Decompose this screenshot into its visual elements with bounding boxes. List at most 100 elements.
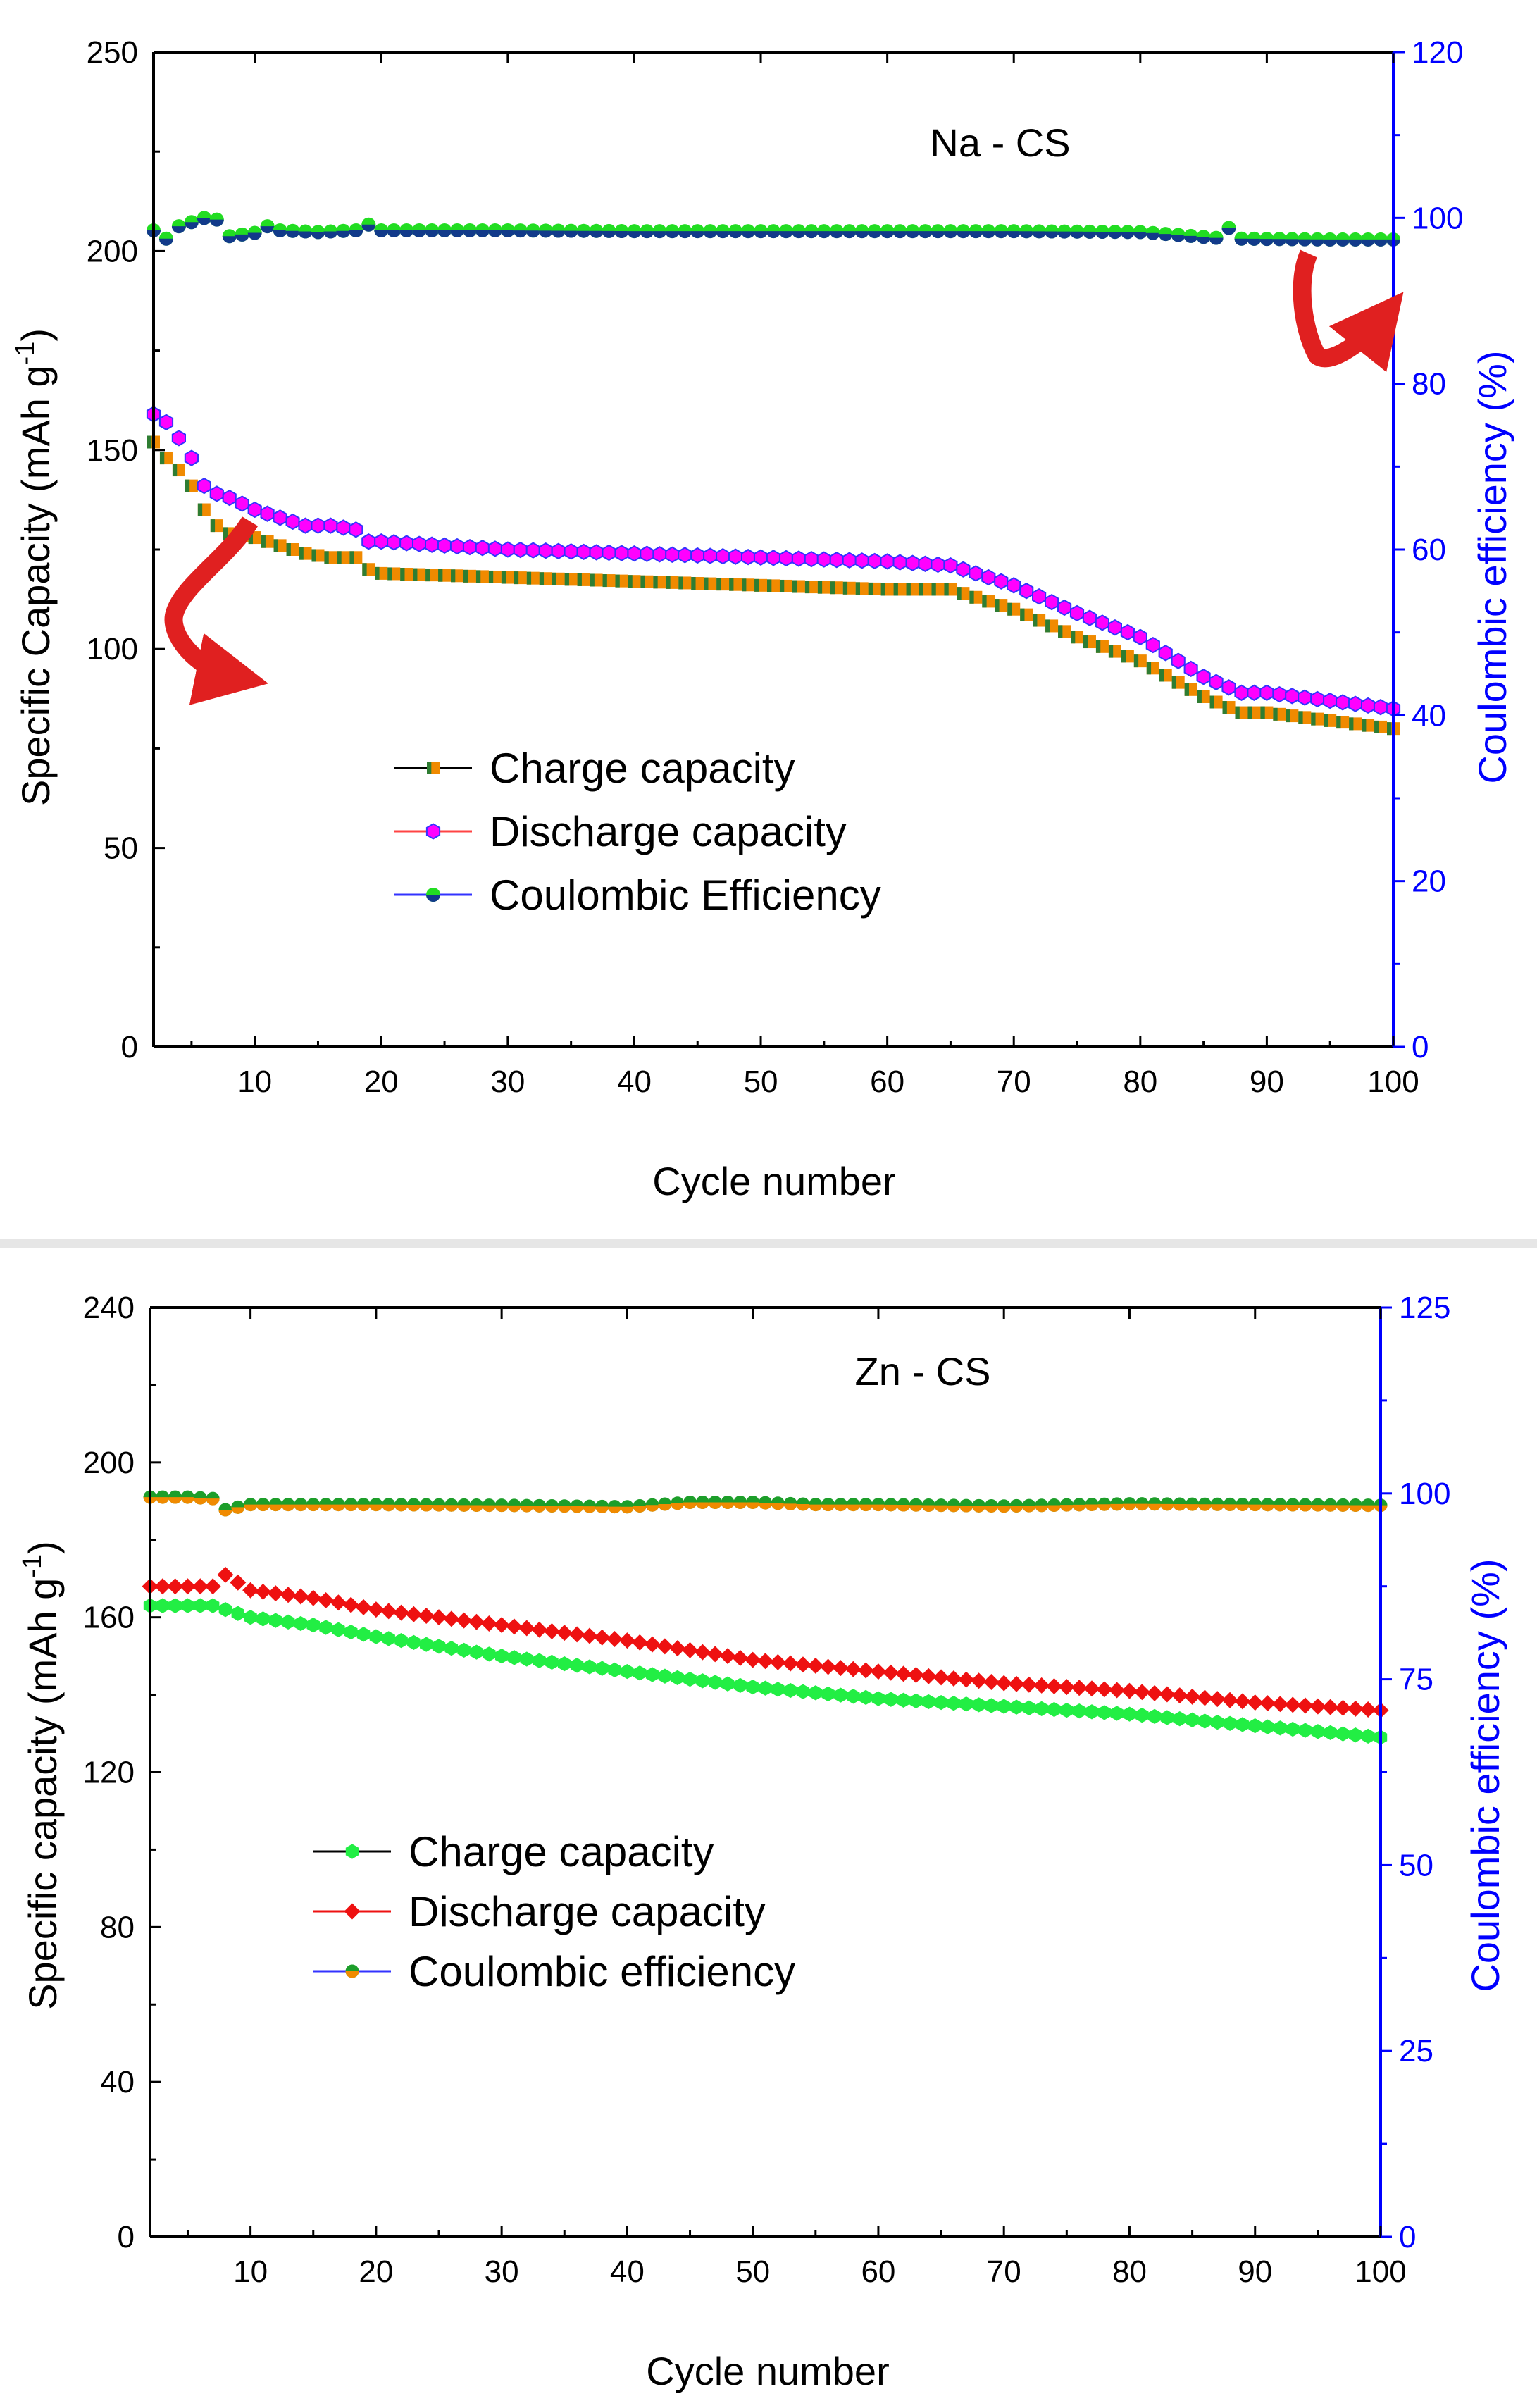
data-point-shade: [969, 590, 974, 604]
data-point: [1173, 1711, 1186, 1727]
data-point-shade: [640, 231, 654, 239]
data-point: [1110, 1706, 1124, 1721]
chart-na-cs: 10 20 30 40 50 60 70 80 90 1000501001502002500204…: [11, 35, 1514, 1203]
data-point: [820, 1658, 837, 1675]
data-point: [355, 1599, 372, 1615]
data-point: [703, 547, 718, 564]
data-point: [694, 1644, 711, 1661]
data-point-shade: [168, 1497, 182, 1504]
data-point-shade: [746, 1502, 760, 1509]
data-point-shade: [577, 573, 582, 586]
y2-tick-label: 0: [1412, 1030, 1429, 1065]
data-point: [658, 1668, 672, 1684]
data-point: [1171, 1687, 1188, 1704]
data-point-shade: [158, 238, 173, 246]
data-point-shade: [1248, 1504, 1262, 1512]
data-point: [769, 1653, 786, 1670]
data-point: [1298, 1723, 1312, 1738]
data-point: [260, 505, 275, 522]
data-point: [1336, 1726, 1350, 1742]
data-point: [983, 1673, 1000, 1690]
data-point-shade: [1273, 1504, 1287, 1512]
data-point: [558, 1656, 571, 1672]
data-point-shade: [457, 1505, 471, 1512]
data-point-shade: [1108, 645, 1114, 658]
data-point-shade: [406, 1504, 421, 1512]
data-point-shade: [450, 230, 465, 237]
data-point: [538, 542, 553, 559]
x-tick-label: 50: [744, 1065, 778, 1099]
data-point: [1071, 1680, 1088, 1696]
data-point-shade: [620, 1506, 634, 1514]
data-point-shade: [665, 231, 680, 239]
y-axis-title-close: ): [20, 1541, 65, 1554]
data-point: [907, 1667, 924, 1684]
data-point: [1032, 588, 1047, 605]
data-point-shade: [767, 579, 772, 592]
data-point: [614, 545, 629, 561]
data-point-shade: [1022, 1506, 1036, 1513]
data-point: [1047, 1701, 1061, 1718]
data-point: [621, 1663, 634, 1680]
data-point: [956, 561, 971, 578]
data-point-shade: [349, 551, 354, 564]
data-point: [1311, 1724, 1325, 1739]
data-point-shade: [1197, 690, 1202, 703]
data-point: [816, 551, 831, 568]
data-point-shade: [943, 231, 958, 239]
data-point: [349, 521, 363, 538]
data-point: [181, 1598, 194, 1613]
data-point: [733, 1677, 747, 1694]
data-point-shade: [387, 567, 392, 581]
data-point: [456, 1612, 473, 1629]
data-point: [854, 552, 869, 569]
data-point: [298, 517, 313, 534]
data-point-shade: [909, 1505, 923, 1512]
data-point: [1186, 1712, 1199, 1727]
x-tick-label: 50: [735, 2254, 770, 2289]
data-point-shade: [375, 566, 380, 580]
data-point: [576, 543, 591, 561]
data-point-shade: [557, 1506, 571, 1513]
data-point: [645, 1667, 659, 1682]
data-point-shade: [1122, 1503, 1136, 1511]
data-point: [1120, 623, 1135, 641]
data-point-shade: [520, 1506, 534, 1513]
data-point: [1209, 1691, 1226, 1708]
data-point-shade: [400, 568, 405, 581]
data-point-shade: [526, 571, 532, 585]
x-tick-label: 70: [987, 2254, 1021, 2289]
data-point: [444, 1640, 459, 1656]
y-tick-label: 160: [83, 1601, 135, 1635]
data-point: [847, 1689, 860, 1704]
data-point-shade: [324, 551, 329, 564]
data-point: [218, 1602, 232, 1618]
data-point-shade: [564, 230, 578, 238]
data-point-shade: [1019, 231, 1034, 239]
data-point: [405, 1606, 422, 1622]
data-point-shade: [1146, 662, 1152, 675]
data-point-shade: [871, 1504, 885, 1512]
data-point: [880, 553, 895, 570]
series-coulombic-efficiency: [143, 1490, 1388, 1517]
data-point: [627, 545, 642, 562]
data-point: [1272, 685, 1287, 703]
data-point-shade: [1286, 1504, 1300, 1512]
data-point-shade: [741, 231, 756, 239]
data-point-shade: [285, 230, 300, 238]
data-point: [330, 1594, 347, 1611]
y-axis-title-sup: -1: [11, 342, 40, 366]
data-point-shade: [1273, 707, 1278, 721]
data-point-shade: [185, 479, 190, 492]
data-point: [1336, 694, 1350, 711]
data-point-shade: [469, 1505, 483, 1512]
x-tick-label: 40: [617, 1065, 652, 1099]
data-point-shade: [640, 575, 645, 588]
data-point: [475, 540, 490, 557]
data-point: [905, 554, 920, 571]
series-discharge-capacity: [146, 406, 1401, 717]
data-point-shade: [1361, 239, 1376, 247]
data-point-shade: [1286, 709, 1290, 723]
data-point: [168, 1598, 182, 1613]
data-point-shade: [256, 1504, 270, 1512]
